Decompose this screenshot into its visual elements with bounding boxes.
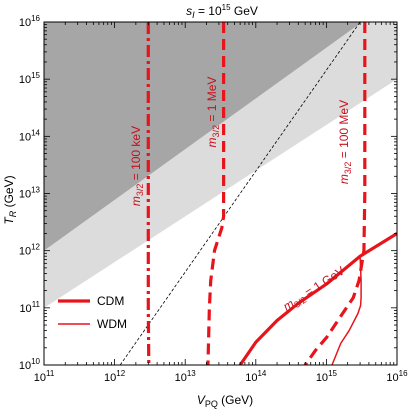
plot-frame xyxy=(43,21,398,366)
x-tick-label-1: 1012 xyxy=(104,369,126,384)
x-tick-label-2: 1013 xyxy=(175,369,197,384)
y-tick-label-6: 1016 xyxy=(19,14,41,29)
curve-label-1gev: m3/2 = 1 GeV xyxy=(281,264,349,316)
y-axis-label: TR (GeV) xyxy=(2,175,18,224)
region-1 xyxy=(44,22,363,251)
series-line-2 xyxy=(303,22,367,365)
y-tick-label-5: 1015 xyxy=(19,71,41,86)
series-line-3 xyxy=(238,232,397,365)
y-tick-label-4: 1014 xyxy=(19,128,41,143)
y-tick-label-0: 1010 xyxy=(19,357,41,372)
x-tick-label-0: 1011 xyxy=(34,369,55,384)
x-tick-label-3: 1014 xyxy=(245,369,267,384)
curve-label-1mev: m3/2 = 1 MeV xyxy=(205,77,221,148)
y-tick-label-1: 1011 xyxy=(19,300,40,315)
chart-title: sI = 1015 GeV xyxy=(186,3,258,20)
series-line-0 xyxy=(146,22,151,365)
y-tick-label-3: 1013 xyxy=(19,186,41,201)
series-line-4 xyxy=(331,256,362,365)
curve-label-100mev: m3/2 = 100 MeV xyxy=(337,100,353,184)
x-axis-label: VPQ (GeV) xyxy=(197,393,253,409)
curve-label-100kev: m3/2 = 100 keV xyxy=(129,126,145,206)
excluded-regions xyxy=(44,22,397,308)
series-group xyxy=(146,22,397,365)
y-tick-label-2: 1012 xyxy=(19,243,41,258)
legend: CDM WDM xyxy=(58,294,127,331)
legend-label-cdm: CDM xyxy=(97,294,124,308)
legend-label-wdm: WDM xyxy=(97,317,127,331)
x-tick-label-5: 1016 xyxy=(386,369,408,384)
series-line-1 xyxy=(206,22,226,365)
x-tick-label-4: 1015 xyxy=(316,369,338,384)
